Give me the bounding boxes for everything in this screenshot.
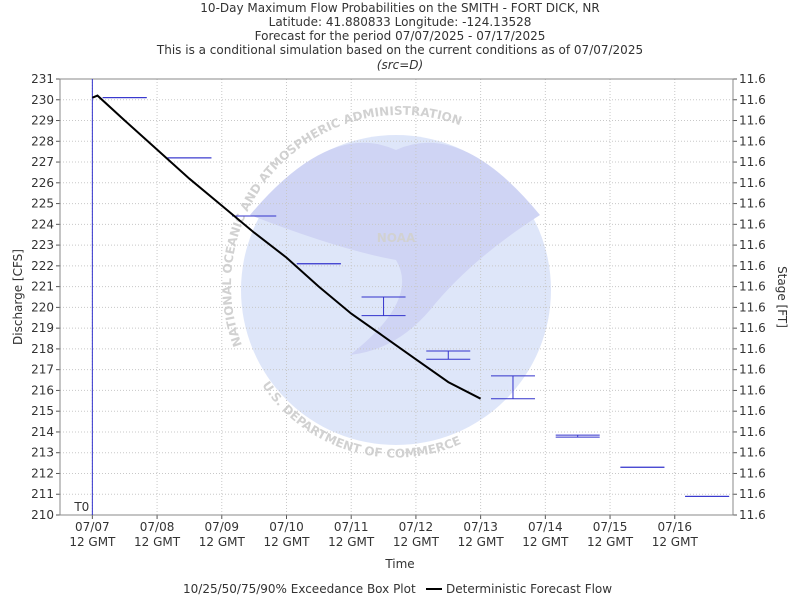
x-axis-label: Time (384, 557, 414, 571)
box-plot (490, 375, 535, 400)
y-tick-label: 212 (31, 466, 54, 480)
y-axis-label: Discharge [CFS] (11, 249, 25, 345)
y-tick-label: 217 (31, 363, 54, 377)
x-tick-label: 07/13 (463, 520, 498, 534)
x-tick-label: 12 GMT (522, 535, 569, 549)
x-tick-label: 12 GMT (587, 535, 634, 549)
watermark-circle (241, 135, 551, 445)
y-tick-label: 219 (31, 321, 54, 335)
box-plot (555, 434, 600, 438)
box-plot (361, 296, 406, 317)
y-tick-label: 211 (31, 487, 54, 501)
x-tick-label: 12 GMT (263, 535, 310, 549)
x-tick-label: 12 GMT (134, 535, 181, 549)
forecast-line (92, 94, 482, 400)
y2-tick-label: 11.6 (739, 155, 766, 169)
y-tick-label: 215 (31, 404, 54, 418)
chart-subtitle: Latitude: 41.880833 Longitude: -124.1352… (269, 15, 532, 29)
y-tick-label: 224 (31, 217, 54, 231)
x-tick-label: 07/10 (269, 520, 304, 534)
y2-tick-label: 11.6 (739, 238, 766, 252)
y2-tick-label: 11.6 (739, 217, 766, 231)
y-tick-label: 229 (31, 114, 54, 128)
y2-tick-label: 11.6 (739, 197, 766, 211)
y-tick-label: 222 (31, 259, 54, 273)
x-tick-label: 12 GMT (458, 535, 505, 549)
y2-tick-label: 11.6 (739, 114, 766, 128)
y2-tick-label: 11.6 (739, 72, 766, 86)
y-tick-label: 223 (31, 238, 54, 252)
y-tick-label: 214 (31, 425, 54, 439)
watermark-gull (250, 142, 540, 355)
y-tick-label: 226 (31, 176, 54, 190)
y2-tick-label: 11.6 (739, 446, 766, 460)
x-tick-label: 07/07 (75, 520, 110, 534)
y-tick-label: 231 (31, 72, 54, 86)
x-tick-label: 12 GMT (652, 535, 699, 549)
y2-tick-label: 11.6 (739, 487, 766, 501)
x-tick-label: 12 GMT (393, 535, 440, 549)
y2-tick-label: 11.6 (739, 363, 766, 377)
legend-label: Deterministic Forecast Flow (446, 582, 612, 596)
chart-title: 10-Day Maximum Flow Probabilities on the… (200, 1, 599, 15)
chart-subtitle: Forecast for the period 07/07/2025 - 07/… (255, 29, 546, 43)
y2-tick-label: 11.6 (739, 383, 766, 397)
y-tick-label: 221 (31, 280, 54, 294)
y-tick-label: 225 (31, 197, 54, 211)
y2-tick-label: 11.6 (739, 300, 766, 314)
x-tick-label: 07/15 (593, 520, 628, 534)
y2-tick-label: 11.6 (739, 259, 766, 273)
y2-tick-label: 11.6 (739, 508, 766, 522)
y-tick-label: 227 (31, 155, 54, 169)
y-tick-label: 216 (31, 383, 54, 397)
box-plot (426, 350, 471, 360)
y2-tick-label: 11.6 (739, 176, 766, 190)
y-tick-label: 220 (31, 300, 54, 314)
y-tick-label: 228 (31, 134, 54, 148)
source-note: (src=D) (377, 58, 423, 72)
x-tick-label: 07/16 (657, 520, 692, 534)
y-tick-label: 218 (31, 342, 54, 356)
y2-tick-label: 11.6 (739, 466, 766, 480)
y2-tick-label: 11.6 (739, 404, 766, 418)
x-tick-label: 07/12 (399, 520, 434, 534)
x-tick-label: 07/08 (140, 520, 175, 534)
x-tick-label: 07/11 (334, 520, 369, 534)
chart-subtitle: This is a conditional simulation based o… (156, 43, 643, 57)
y2-tick-label: 11.6 (739, 134, 766, 148)
y2-tick-label: 11.6 (739, 321, 766, 335)
y-tick-label: 230 (31, 93, 54, 107)
plot-frame (59, 78, 734, 516)
x-tick-label: 12 GMT (199, 535, 246, 549)
y-tick-label: 210 (31, 508, 54, 522)
x-tick-label: 07/09 (204, 520, 239, 534)
x-tick-label: 07/14 (528, 520, 563, 534)
y-tick-label: 213 (31, 446, 54, 460)
y2-axis-label: Stage [FT] (775, 266, 789, 328)
x-tick-label: 12 GMT (328, 535, 375, 549)
watermark-logo: NOAA (377, 231, 416, 245)
y2-tick-label: 11.6 (739, 425, 766, 439)
y2-tick-label: 11.6 (739, 93, 766, 107)
x-tick-label: 12 GMT (69, 535, 116, 549)
y2-tick-label: 11.6 (739, 280, 766, 294)
t0-label: T0 (73, 500, 89, 514)
legend-label: 10/25/50/75/90% Exceedance Box Plot (183, 582, 416, 596)
y2-tick-label: 11.6 (739, 342, 766, 356)
